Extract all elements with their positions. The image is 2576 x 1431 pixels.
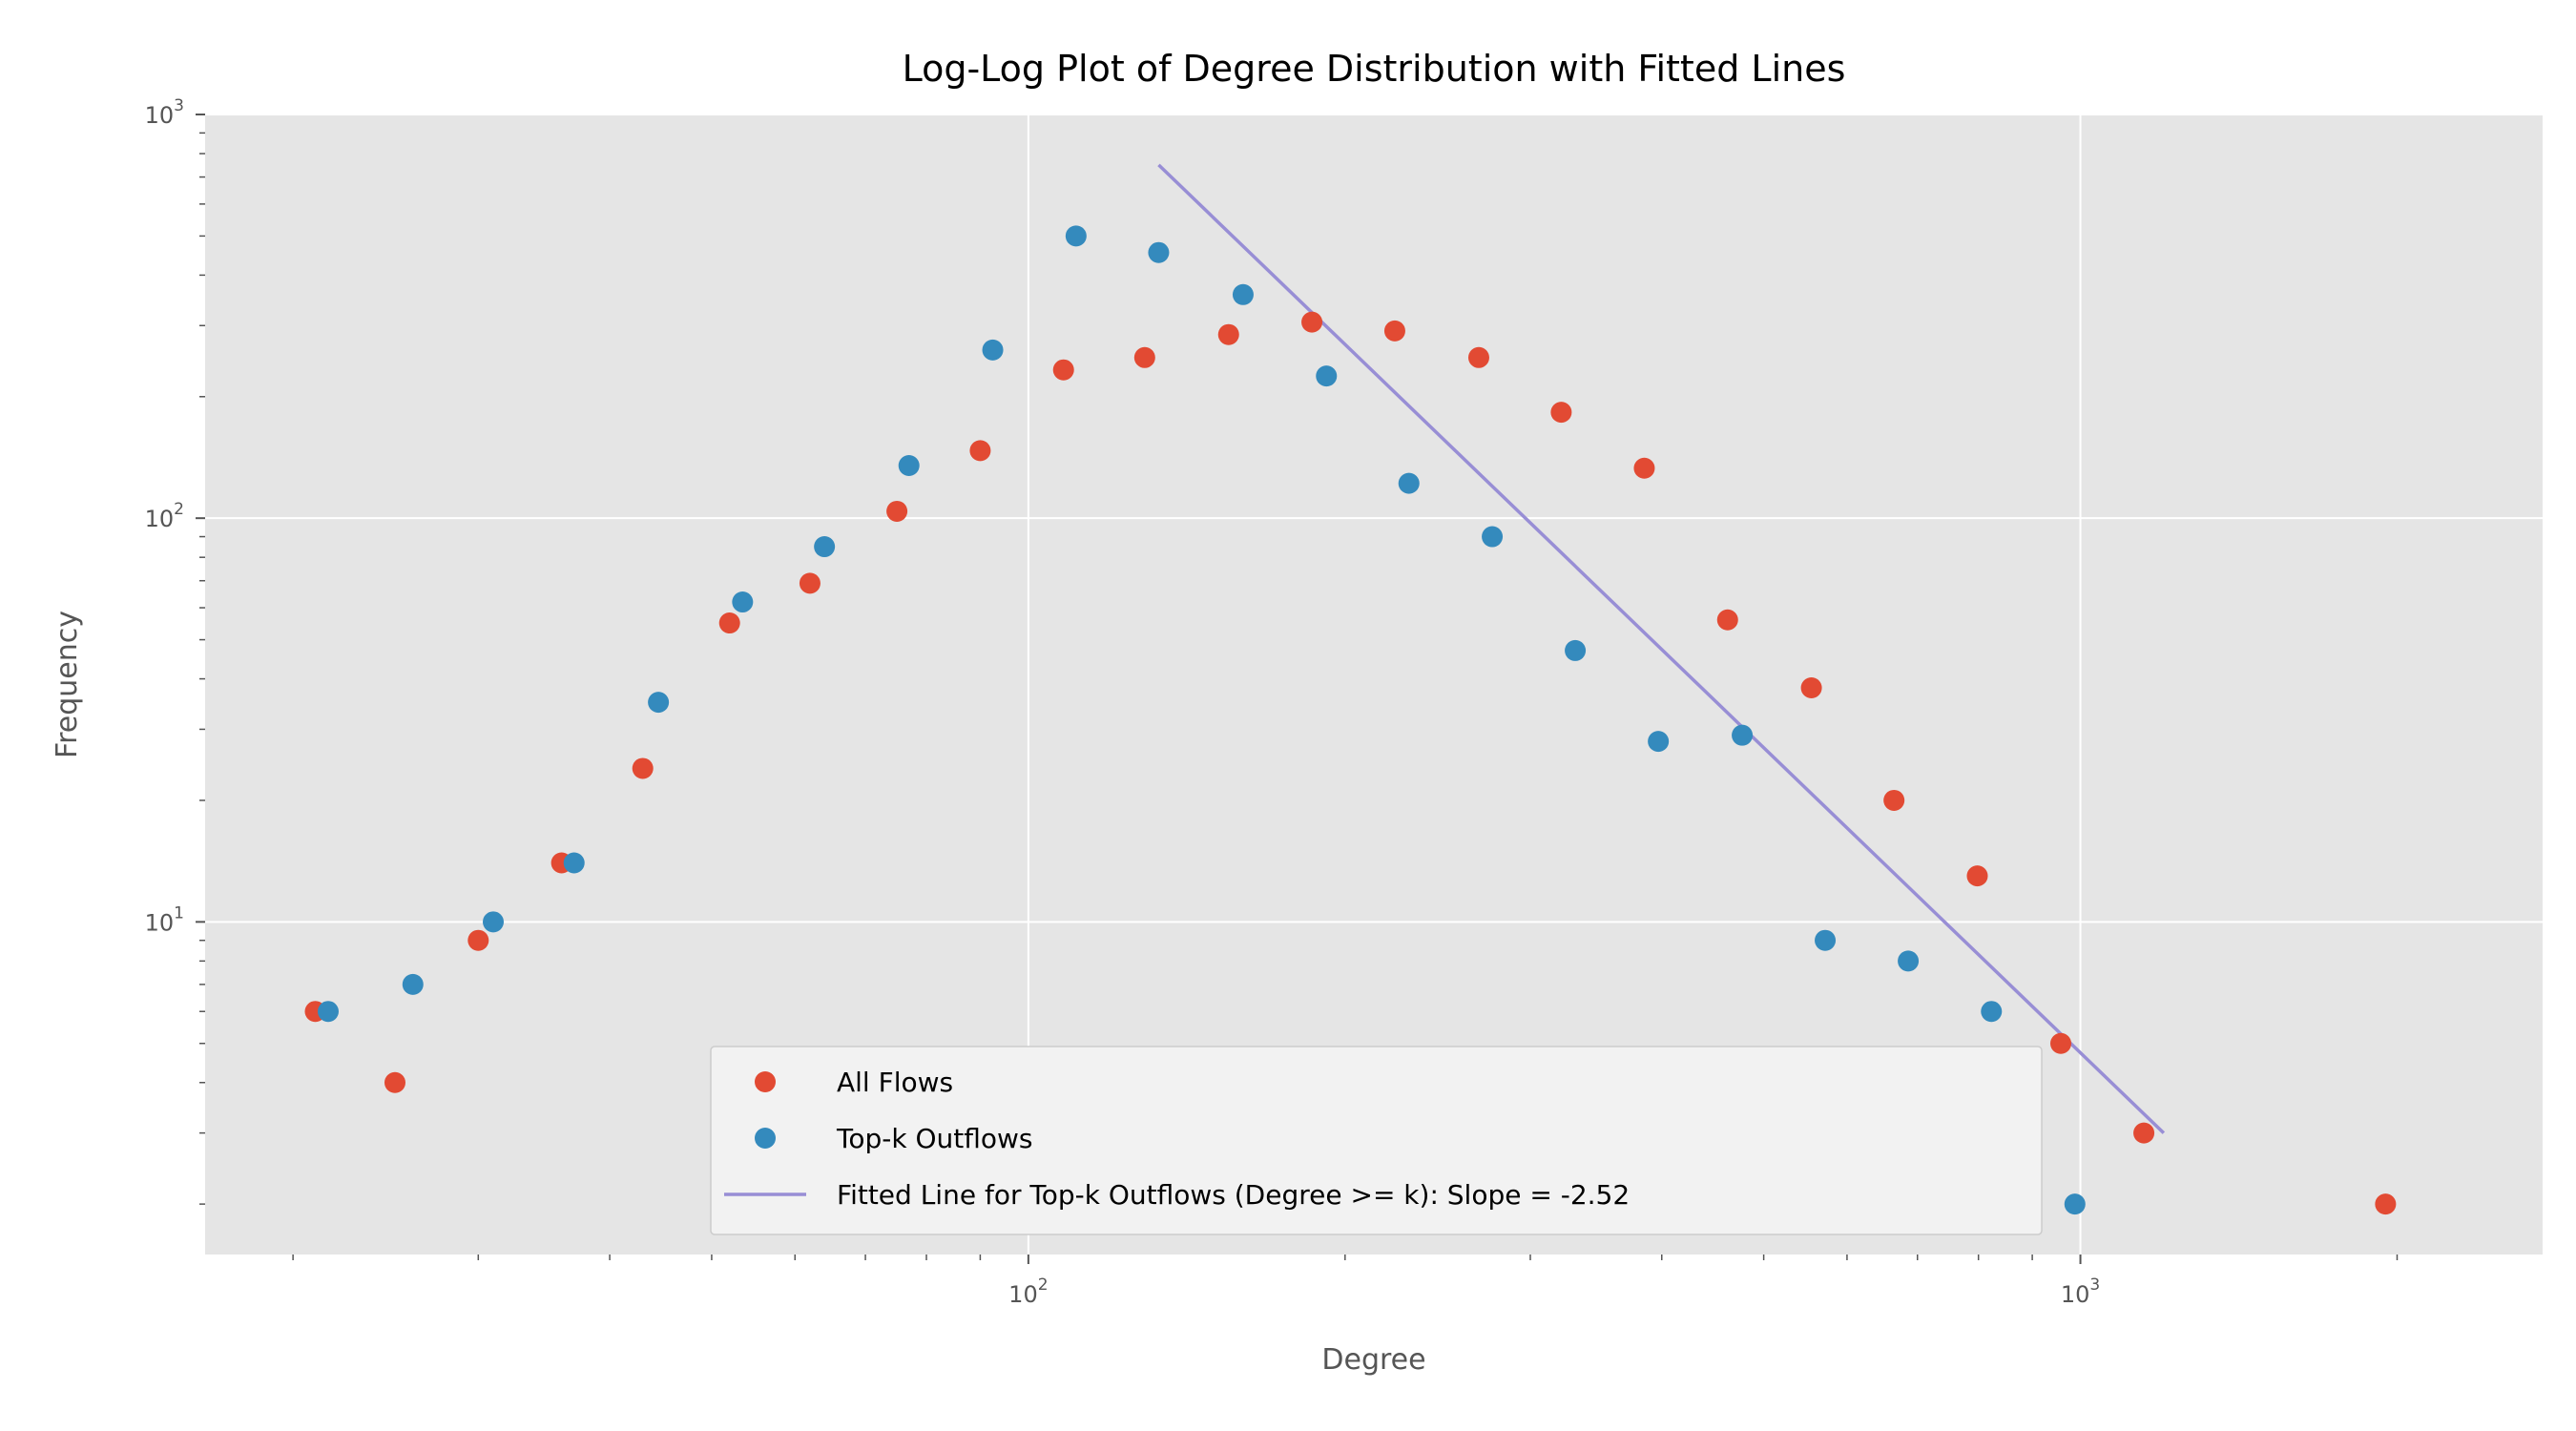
data-point-top-k-outflows [1232,283,1254,305]
legend-label-fitted-line: Fitted Line for Top-k Outflows (Degree >… [837,1179,1630,1211]
x-tick-label: 103 [2061,1275,2100,1308]
data-point-all-flows [1301,311,1323,333]
data-point-all-flows [467,929,489,951]
data-point-top-k-outflows [1648,731,1670,753]
data-point-all-flows [1883,789,1905,811]
data-point-all-flows [2133,1122,2155,1144]
y-axis-label: Frequency [51,611,84,758]
x-axis-label: Degree [1321,1343,1425,1377]
legend-label-all-flows: All Flows [837,1067,953,1098]
data-point-top-k-outflows [1898,950,1920,972]
data-point-all-flows [2050,1032,2072,1054]
x-tick-label: 102 [1008,1275,1048,1308]
data-point-top-k-outflows [982,339,1004,361]
data-point-top-k-outflows [317,1001,339,1023]
data-point-top-k-outflows [1565,639,1587,661]
data-point-top-k-outflows [1148,241,1170,263]
data-point-top-k-outflows [814,536,836,558]
fitted-line [1157,163,2166,1134]
data-point-top-k-outflows [1482,526,1504,548]
data-point-all-flows [718,612,740,634]
data-point-all-flows [1467,346,1489,368]
marker-layer [304,225,2397,1215]
data-point-all-flows [969,440,991,462]
data-point-all-flows [1966,865,1988,887]
y-tick-label: 102 [145,500,184,532]
y-tick-label: 101 [145,903,184,936]
data-point-top-k-outflows [1316,365,1338,387]
legend-marker-all-flows [755,1071,776,1092]
minor-ticks [196,114,2399,1264]
data-point-top-k-outflows [483,911,505,933]
fitted-line-layer [1157,163,2166,1134]
data-point-top-k-outflows [402,973,424,995]
legend-label-top-k-outflows: Top-k Outflows [836,1123,1033,1154]
chart-title: Log-Log Plot of Degree Distribution with… [903,48,1846,90]
data-point-all-flows [799,572,821,594]
data-point-top-k-outflows [648,692,670,714]
data-point-all-flows [632,757,654,779]
y-tick-label: 103 [145,96,184,129]
data-point-all-flows [1133,346,1155,368]
legend-marker-top-k-outflows [755,1128,776,1149]
data-point-all-flows [1217,323,1239,345]
data-point-all-flows [1800,676,1822,698]
data-point-all-flows [384,1071,405,1093]
data-point-top-k-outflows [563,852,585,874]
data-point-all-flows [1716,609,1738,631]
legend-box [710,1046,2043,1235]
data-point-top-k-outflows [1398,472,1420,494]
data-point-all-flows [1550,402,1572,424]
tick-labels: 102 103 101 102 103 [145,96,2101,1308]
data-point-all-flows [1383,320,1405,342]
data-point-all-flows [886,500,908,522]
data-point-all-flows [1052,359,1074,381]
data-point-top-k-outflows [1815,929,1837,951]
data-point-top-k-outflows [1065,225,1087,247]
data-point-top-k-outflows [1981,1001,2003,1023]
data-point-top-k-outflows [898,455,920,477]
data-point-top-k-outflows [732,591,754,613]
data-point-top-k-outflows [2064,1193,2086,1215]
data-point-all-flows [2375,1193,2397,1215]
data-point-all-flows [1633,457,1655,479]
legend: All Flows Top-k Outflows Fitted Line for… [710,1046,2043,1235]
grid [205,114,2543,1255]
data-point-top-k-outflows [1732,724,1754,746]
